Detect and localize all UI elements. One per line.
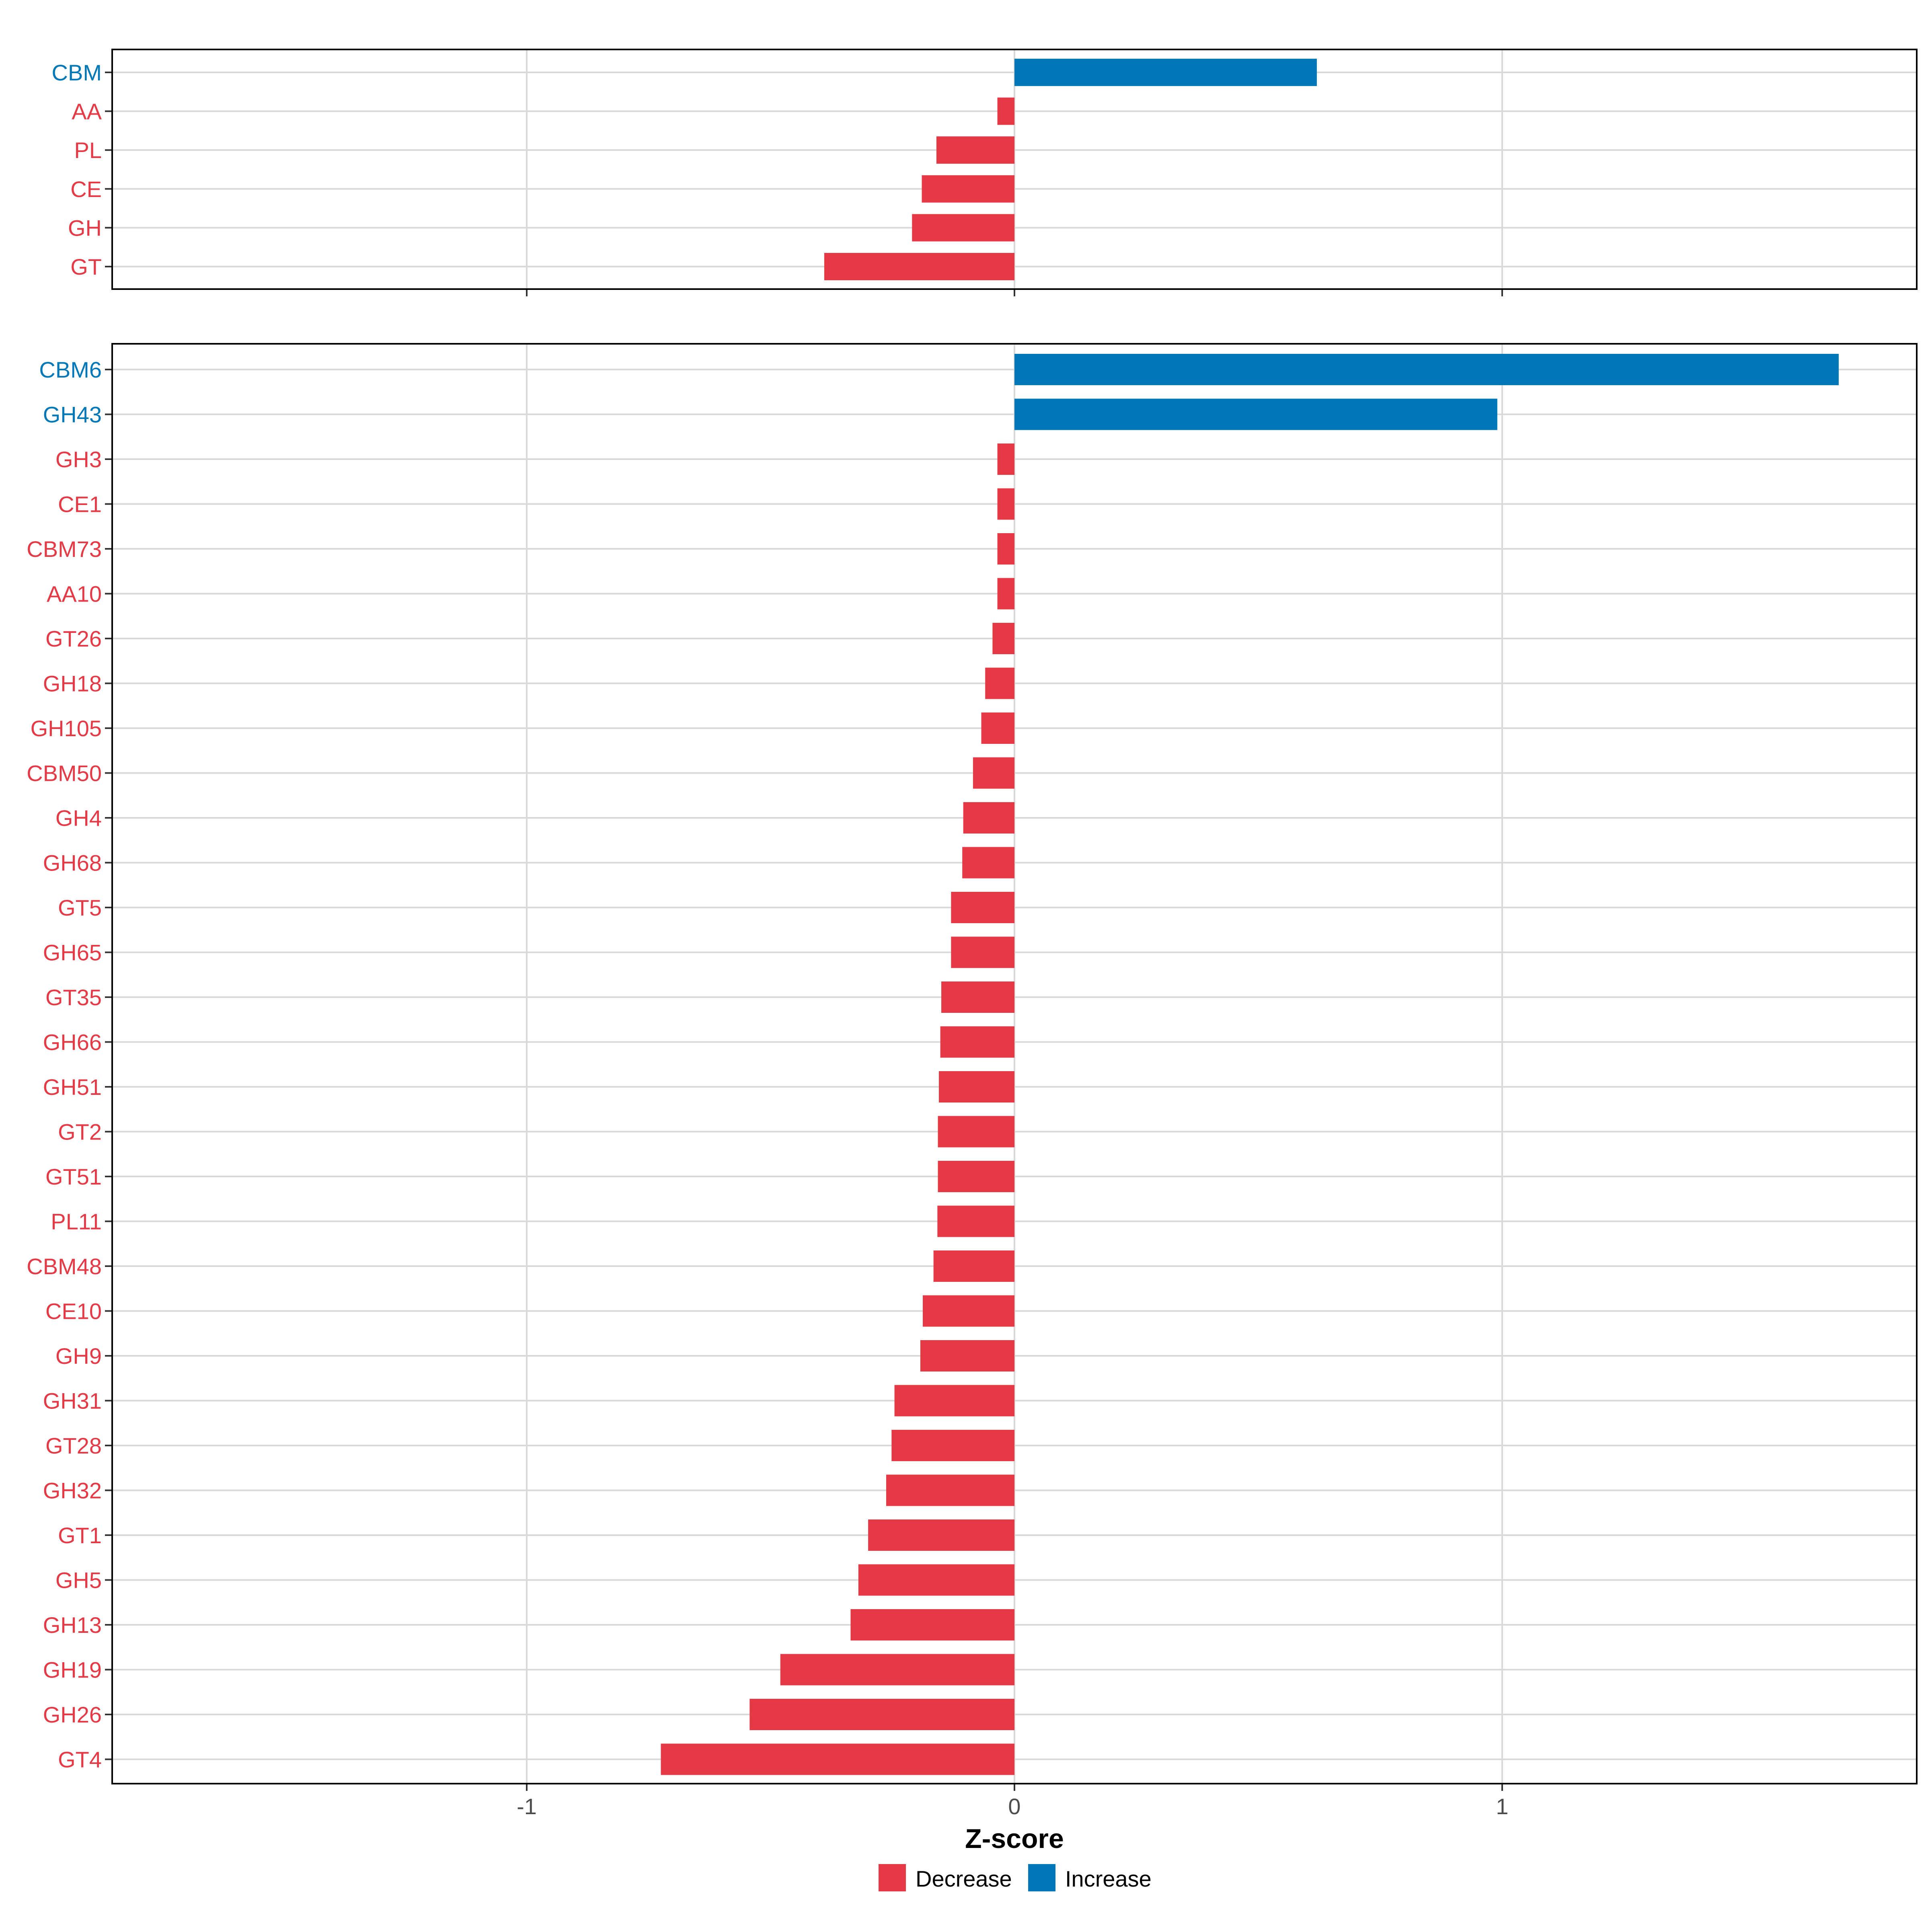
bar-gt: [824, 253, 1014, 280]
category-label-cbm50: CBM50: [27, 761, 102, 786]
bar-ce: [922, 175, 1014, 203]
panel-border: [111, 343, 1918, 1784]
bar-gh105: [981, 712, 1014, 744]
bar-gh18: [985, 667, 1014, 699]
category-label-gh105: GH105: [31, 716, 102, 741]
category-label-gh4: GH4: [55, 805, 102, 831]
category-label-gh13: GH13: [43, 1612, 102, 1638]
category-label-cbm6: CBM6: [39, 357, 102, 382]
category-label-gt2: GT2: [58, 1119, 102, 1145]
bar-gh65: [951, 936, 1014, 968]
bar-gh26: [749, 1699, 1014, 1730]
category-label-gt28: GT28: [45, 1433, 102, 1458]
category-label-pl: PL: [74, 138, 102, 163]
legend-label-decrease: Decrease: [916, 1866, 1012, 1891]
category-label-ce1: CE1: [58, 492, 102, 517]
bar-aa10: [997, 578, 1014, 610]
bar-gh5: [858, 1564, 1014, 1596]
legend-key-increase: [1028, 1864, 1055, 1891]
bar-gt4: [661, 1743, 1014, 1775]
category-label-gt5: GT5: [58, 895, 102, 920]
category-label-gh66: GH66: [43, 1030, 102, 1055]
x-tick-label: 0: [1008, 1794, 1020, 1819]
legend-label-increase: Increase: [1065, 1866, 1152, 1891]
category-label-gh65: GH65: [43, 940, 102, 965]
category-label-ce10: CE10: [45, 1299, 102, 1324]
category-label-gh: GH: [68, 215, 102, 240]
bar-pl: [936, 136, 1014, 164]
category-label-cbm: CBM: [52, 60, 102, 85]
category-label-gt: GT: [70, 254, 102, 279]
bar-ce10: [922, 1295, 1014, 1327]
category-label-gh9: GH9: [55, 1343, 102, 1369]
bottom-panel: CBM6 GH43 GH3 CE1 CBM73 AA10 GT26 GH18 GH105 CBM5…: [27, 343, 1918, 1791]
category-label-gt35: GT35: [45, 985, 102, 1010]
bar-gh31: [894, 1385, 1014, 1417]
x-axis-title: Z-score: [965, 1823, 1064, 1854]
bar-ce1: [997, 488, 1014, 520]
top-panel: CBM AA PL CE GH GT: [52, 49, 1918, 296]
legend-key-decrease: [879, 1864, 906, 1891]
bar-gh51: [938, 1071, 1014, 1103]
bar-gt2: [938, 1116, 1014, 1148]
bar-gh4: [963, 802, 1014, 834]
bar-cbm48: [933, 1250, 1014, 1282]
category-label-cbm48: CBM48: [27, 1254, 102, 1279]
category-label-gt1: GT1: [58, 1523, 102, 1548]
bar-cbm50: [973, 757, 1014, 789]
legend: Decrease Increase: [879, 1864, 1152, 1891]
bar-pl11: [937, 1205, 1014, 1237]
bar-gh68: [962, 847, 1014, 879]
category-label-gh18: GH18: [43, 671, 102, 696]
bar-gt5: [951, 892, 1014, 923]
category-label-gh3: GH3: [55, 447, 102, 472]
bar-gh: [912, 214, 1014, 242]
category-label-aa: AA: [72, 99, 102, 124]
bar-cbm73: [997, 533, 1014, 565]
category-label-gh5: GH5: [55, 1568, 102, 1593]
bar-gh9: [920, 1340, 1014, 1371]
category-label-gt4: GT4: [58, 1747, 102, 1772]
category-label-gh43: GH43: [43, 402, 102, 427]
bar-aa: [997, 97, 1014, 125]
category-label-gh31: GH31: [43, 1388, 102, 1414]
bar-cbm: [1014, 59, 1317, 86]
bar-gh66: [940, 1026, 1014, 1058]
bar-gh32: [886, 1474, 1014, 1506]
panel-border: [111, 49, 1918, 290]
bar-gh43: [1014, 398, 1497, 430]
bar-cbm6: [1014, 354, 1839, 385]
bar-gt35: [941, 981, 1014, 1013]
x-axis: -1 0 1: [517, 1794, 1508, 1819]
category-label-gh51: GH51: [43, 1074, 102, 1100]
bar-gt26: [992, 623, 1014, 654]
bar-gt51: [938, 1161, 1014, 1192]
bar-gh3: [997, 443, 1014, 475]
bar-gt1: [868, 1519, 1014, 1551]
x-tick-label: 1: [1496, 1794, 1508, 1819]
category-label-pl11: PL11: [51, 1209, 102, 1234]
category-label-gh19: GH19: [43, 1657, 102, 1683]
category-label-gt51: GT51: [45, 1164, 102, 1189]
bar-gh19: [780, 1654, 1014, 1686]
bar-gt28: [891, 1430, 1014, 1461]
category-label-cbm73: CBM73: [27, 536, 102, 562]
category-label-ce: CE: [70, 177, 102, 202]
category-label-gh32: GH32: [43, 1478, 102, 1503]
category-label-gh26: GH26: [43, 1702, 102, 1727]
category-label-gh68: GH68: [43, 850, 102, 876]
bar-gh13: [850, 1609, 1014, 1640]
category-label-aa10: AA10: [47, 581, 102, 607]
x-tick-label: -1: [517, 1794, 537, 1819]
category-label-gt26: GT26: [45, 626, 102, 651]
